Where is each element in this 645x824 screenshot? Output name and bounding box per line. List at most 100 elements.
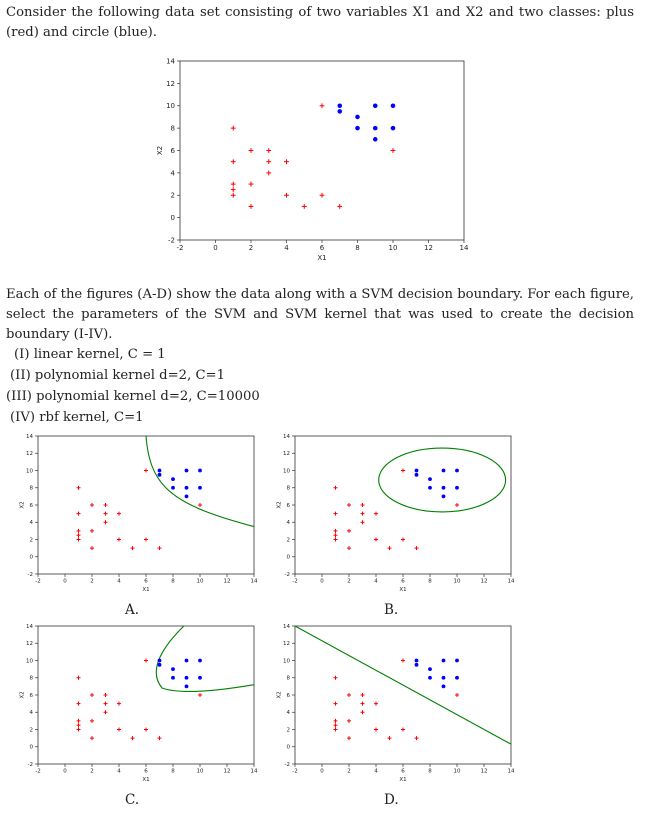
plus-point xyxy=(90,503,94,507)
x-tick-label: 6 xyxy=(401,769,405,775)
y-tick-label: 0 xyxy=(287,745,291,751)
plus-point xyxy=(319,192,325,198)
x-tick-label: 10 xyxy=(197,579,204,585)
circle-point xyxy=(355,114,360,120)
circle-point xyxy=(184,675,189,680)
x-tick-label: 14 xyxy=(460,244,469,252)
plus-point xyxy=(248,181,254,187)
y-axis-label: X2 xyxy=(156,146,164,155)
plot-d: -2-2 0 0 2 2 4 4 6 6 8 8 10 10 12 12 14 14 X1 X2 xyxy=(277,624,515,783)
plus-point xyxy=(401,658,405,663)
plus-point xyxy=(455,693,459,697)
circle-point xyxy=(372,103,378,109)
plus-point xyxy=(103,511,108,516)
y-tick-label: 12 xyxy=(26,641,33,647)
plus-point xyxy=(76,511,81,516)
plot-frame xyxy=(179,60,465,241)
decision-boundary xyxy=(378,447,507,513)
plus-point xyxy=(76,537,81,542)
plus-point xyxy=(248,148,254,153)
x-axis-label: X1 xyxy=(399,587,406,593)
circle-point xyxy=(441,658,446,663)
circle-point xyxy=(414,658,419,663)
x-tick-label: 4 xyxy=(374,769,378,775)
plus-point xyxy=(333,701,338,706)
y-tick-label: 14 xyxy=(283,434,290,440)
plus-point xyxy=(230,159,236,165)
y-axis-label: X2 xyxy=(277,691,283,698)
plus-point xyxy=(230,187,236,193)
y-tick-label: 2 xyxy=(30,537,34,543)
y-tick-label: 8 xyxy=(171,125,175,133)
plus-point xyxy=(266,148,272,153)
plus-point xyxy=(76,718,81,723)
plot-c: -2-2 0 0 2 2 4 4 6 6 8 8 10 10 12 12 14 14 X1 X2 xyxy=(20,624,258,783)
y-tick-label: 14 xyxy=(26,434,33,440)
y-tick-label: 10 xyxy=(283,468,290,474)
circle-point xyxy=(441,485,446,490)
x-tick-label: 10 xyxy=(389,244,398,252)
plus-point xyxy=(347,693,351,697)
plus-point xyxy=(230,125,236,131)
y-tick-label: 4 xyxy=(287,520,291,526)
decision-boundary xyxy=(145,435,255,528)
y-tick-label: 14 xyxy=(166,57,175,65)
circle-point xyxy=(414,662,419,667)
y-tick-label: 4 xyxy=(171,169,176,177)
y-tick-label: 6 xyxy=(171,147,176,155)
circle-point xyxy=(355,125,360,131)
plus-point xyxy=(76,485,81,490)
x-tick-label: 8 xyxy=(171,579,175,585)
plus-point xyxy=(144,468,148,473)
plus-point xyxy=(198,693,202,697)
circle-point xyxy=(184,684,189,689)
plus-point xyxy=(157,546,162,551)
circle-point xyxy=(171,667,175,672)
plus-point xyxy=(337,204,343,209)
circle-point xyxy=(441,675,446,680)
circle-point xyxy=(414,468,419,473)
x-tick-label: 4 xyxy=(117,579,121,585)
caption-d: D. xyxy=(384,792,399,808)
x-tick-label: 12 xyxy=(224,769,231,775)
plus-point xyxy=(333,533,338,538)
y-tick-label: 4 xyxy=(30,710,34,716)
plus-point xyxy=(360,503,365,507)
x-axis-label: X1 xyxy=(399,777,406,783)
plot-a: -2-2 0 0 2 2 4 4 6 6 8 8 10 10 12 12 14 14 X1 X2 xyxy=(20,434,258,593)
circle-point xyxy=(441,468,446,473)
y-axis-label: X2 xyxy=(20,501,26,508)
y-axis-label: X2 xyxy=(277,501,283,508)
circle-point xyxy=(184,485,189,490)
plus-point xyxy=(360,693,365,697)
x-tick-label: 14 xyxy=(251,579,258,585)
circle-point xyxy=(428,485,432,490)
circle-point xyxy=(372,125,378,131)
x-tick-label: -2 xyxy=(35,579,40,585)
plus-point xyxy=(390,148,396,153)
x-tick-label: 0 xyxy=(320,579,324,585)
caption-c: C. xyxy=(125,792,140,808)
y-tick-label: 14 xyxy=(283,624,290,630)
plus-point xyxy=(117,511,121,516)
x-tick-label: 6 xyxy=(320,244,325,252)
plus-point xyxy=(90,546,94,551)
circle-point xyxy=(157,468,162,473)
plus-point xyxy=(90,718,94,723)
y-tick-label: 0 xyxy=(30,555,34,561)
y-tick-label: -2 xyxy=(285,572,290,578)
circle-point xyxy=(455,468,459,473)
x-axis-label: X1 xyxy=(317,254,326,262)
x-tick-label: 0 xyxy=(320,769,324,775)
y-tick-label: 12 xyxy=(283,641,290,647)
plus-point xyxy=(387,546,392,551)
y-tick-label: 8 xyxy=(287,676,291,682)
y-tick-label: 8 xyxy=(30,486,34,492)
y-tick-label: 12 xyxy=(283,451,290,457)
circle-point xyxy=(171,675,175,680)
decision-boundary xyxy=(155,625,255,693)
plus-point xyxy=(157,736,162,741)
plus-point xyxy=(333,485,338,490)
x-tick-label: 4 xyxy=(374,579,378,585)
plus-point xyxy=(360,701,365,706)
